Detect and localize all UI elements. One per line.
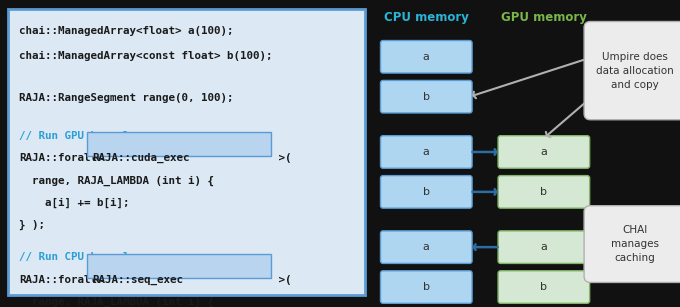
- FancyBboxPatch shape: [381, 41, 472, 73]
- Text: a: a: [423, 147, 430, 157]
- Text: CHAI
manages
caching: CHAI manages caching: [611, 225, 659, 263]
- Text: // Run CPU kernel: // Run CPU kernel: [19, 252, 129, 262]
- Text: Umpire does
data allocation
and copy: Umpire does data allocation and copy: [596, 52, 674, 90]
- FancyBboxPatch shape: [381, 271, 472, 303]
- Text: CPU memory: CPU memory: [384, 11, 469, 24]
- Text: >(: >(: [272, 275, 292, 285]
- Text: RAJA::cuda_exec: RAJA::cuda_exec: [92, 153, 190, 163]
- FancyBboxPatch shape: [381, 136, 472, 168]
- FancyBboxPatch shape: [381, 231, 472, 263]
- Text: a: a: [423, 52, 430, 62]
- Text: b: b: [541, 187, 547, 197]
- FancyBboxPatch shape: [381, 176, 472, 208]
- Text: a: a: [541, 147, 547, 157]
- FancyBboxPatch shape: [87, 254, 271, 278]
- FancyBboxPatch shape: [498, 176, 590, 208]
- FancyBboxPatch shape: [498, 136, 590, 168]
- FancyBboxPatch shape: [498, 231, 590, 263]
- Text: b: b: [541, 282, 547, 292]
- Text: b: b: [423, 187, 430, 197]
- Text: } );: } );: [19, 220, 45, 230]
- Text: a[i] += b[i];: a[i] += b[i];: [19, 198, 129, 208]
- Text: GPU memory: GPU memory: [501, 11, 587, 24]
- Text: RAJA::RangeSegment range(0, 100);: RAJA::RangeSegment range(0, 100);: [19, 93, 233, 103]
- Text: chai::ManagedArray<const float> b(100);: chai::ManagedArray<const float> b(100);: [19, 51, 273, 61]
- Text: RAJA::forall<: RAJA::forall<: [19, 275, 103, 285]
- Text: RAJA::seq_exec: RAJA::seq_exec: [92, 275, 183, 285]
- Text: range, RAJA_LAMBDA (int i) {: range, RAJA_LAMBDA (int i) {: [19, 297, 214, 307]
- Text: a: a: [423, 242, 430, 252]
- Text: a: a: [541, 242, 547, 252]
- FancyBboxPatch shape: [584, 21, 680, 120]
- Text: >(: >(: [272, 153, 292, 163]
- FancyBboxPatch shape: [8, 9, 365, 295]
- FancyBboxPatch shape: [87, 132, 271, 156]
- Text: b: b: [423, 282, 430, 292]
- Text: RAJA::forall<: RAJA::forall<: [19, 153, 103, 163]
- Text: chai::ManagedArray<float> a(100);: chai::ManagedArray<float> a(100);: [19, 26, 233, 36]
- Text: range, RAJA_LAMBDA (int i) {: range, RAJA_LAMBDA (int i) {: [19, 175, 214, 186]
- Text: // Run GPU kernel: // Run GPU kernel: [19, 131, 129, 141]
- Text: b: b: [423, 92, 430, 102]
- FancyBboxPatch shape: [584, 206, 680, 282]
- FancyBboxPatch shape: [381, 80, 472, 113]
- FancyBboxPatch shape: [498, 271, 590, 303]
